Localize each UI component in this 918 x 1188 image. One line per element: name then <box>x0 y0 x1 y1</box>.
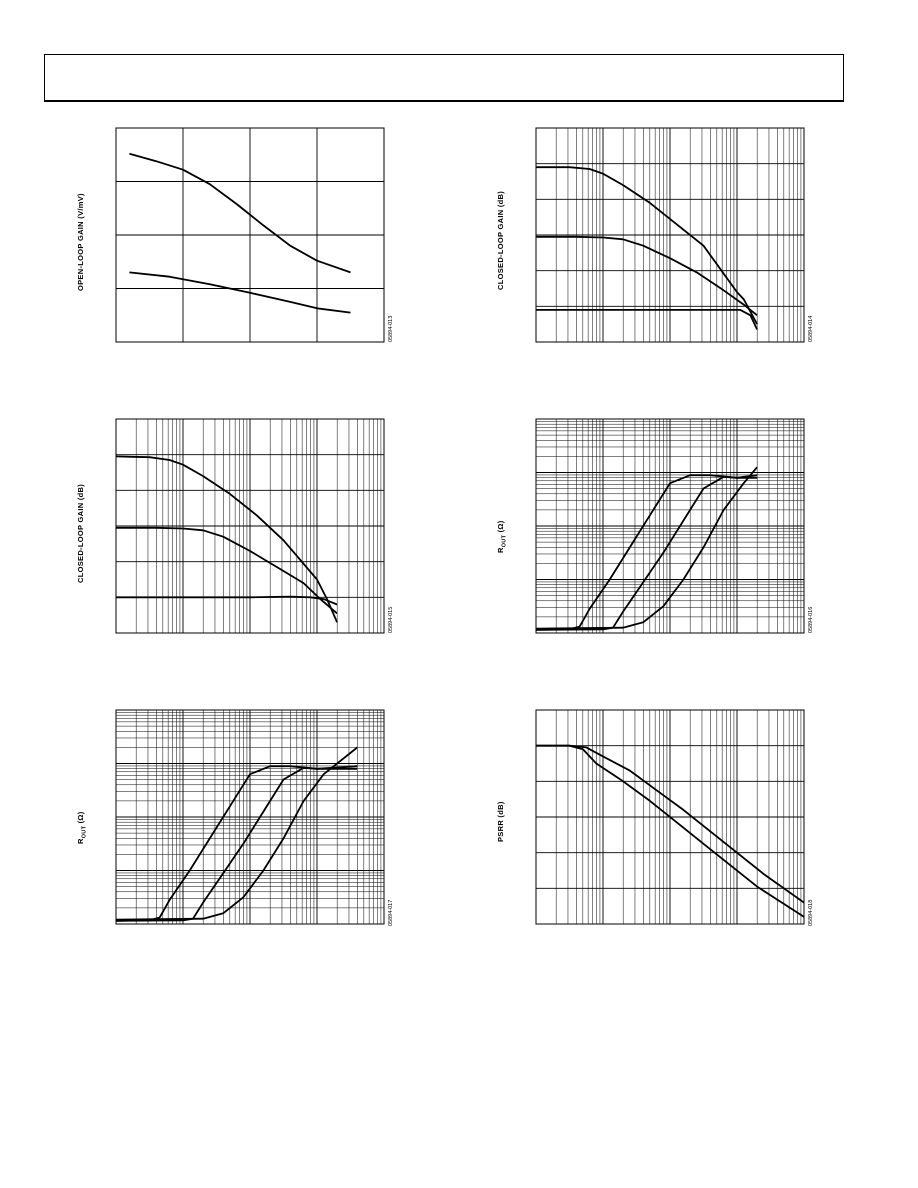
open-loop-gain-chart: OPEN-LOOP GAIN (V/mV) 05894-013 <box>70 126 400 346</box>
page-header-box <box>44 54 844 102</box>
figure-id: 05894-013 <box>388 315 394 342</box>
closed-loop-gain-plot <box>115 418 385 634</box>
series-line-1 <box>536 166 758 325</box>
grid <box>116 128 384 342</box>
psrr-chart: PSRR (dB) 05894-018 <box>490 708 820 928</box>
y-axis-label-sub: OUT <box>501 534 508 548</box>
y-axis-label-main: R <box>76 838 85 844</box>
y-axis-label-unit: (Ω) <box>76 811 85 826</box>
series-line-1 <box>535 474 758 631</box>
series-line-3 <box>535 466 758 630</box>
series-line-2 <box>129 271 351 314</box>
closed-loop-gain-plot <box>535 127 805 343</box>
y-axis-label-sub: OUT <box>81 825 88 839</box>
series-line-2 <box>535 474 758 631</box>
figure-id: 05894-018 <box>808 899 814 926</box>
y-axis-label-unit: (Ω) <box>496 520 505 535</box>
rout-plot <box>115 709 385 925</box>
series-line-3 <box>536 308 758 330</box>
grid <box>536 128 804 342</box>
y-axis-label-main: R <box>496 547 505 553</box>
figure-id: 05894-016 <box>808 606 814 633</box>
series-line-1 <box>115 765 358 922</box>
plot-frame <box>115 709 385 925</box>
y-axis-label: CLOSED-LOOP GAIN (dB) <box>496 190 505 290</box>
series-line-2 <box>115 765 358 922</box>
rout-plot <box>535 418 805 634</box>
series-line-1 <box>129 152 351 274</box>
y-axis-label: ROUT (Ω) <box>76 811 88 844</box>
y-axis-label: ROUT (Ω) <box>496 520 508 553</box>
closed-loop-gain-chart-middle-left: CLOSED-LOOP GAIN (dB) 05894-015 <box>70 417 400 637</box>
grid <box>116 710 384 924</box>
series-line-1 <box>115 455 338 623</box>
plot-frame <box>115 127 385 343</box>
rout-chart-bottom-left: ROUT (Ω) 05894-017 <box>70 708 400 928</box>
series-line-2 <box>116 526 338 615</box>
series-line-3 <box>115 746 358 921</box>
series-line-2 <box>536 235 758 317</box>
plot-frame <box>535 127 805 343</box>
rout-chart-middle-right: ROUT (Ω) 05894-016 <box>490 417 820 637</box>
plot-frame <box>535 418 805 634</box>
plot-frame <box>115 418 385 634</box>
y-axis-label: PSRR (dB) <box>496 801 505 842</box>
y-axis-label: OPEN-LOOP GAIN (V/mV) <box>76 193 85 291</box>
series-line-2 <box>536 744 805 918</box>
series-line-3 <box>116 595 338 606</box>
closed-loop-gain-chart-top-right: CLOSED-LOOP GAIN (dB) 05894-014 <box>490 126 820 346</box>
open-loop-gain-plot <box>115 127 385 343</box>
figure-id: 05894-017 <box>388 899 394 926</box>
figure-id: 05894-014 <box>808 315 814 342</box>
psrr-plot <box>535 709 805 925</box>
y-axis-label: CLOSED-LOOP GAIN (dB) <box>76 483 85 583</box>
figure-id: 05894-015 <box>388 606 394 633</box>
grid <box>536 710 804 924</box>
grid <box>116 419 384 633</box>
grid <box>536 419 804 633</box>
plot-frame <box>535 709 805 925</box>
series-line-1 <box>536 744 805 904</box>
